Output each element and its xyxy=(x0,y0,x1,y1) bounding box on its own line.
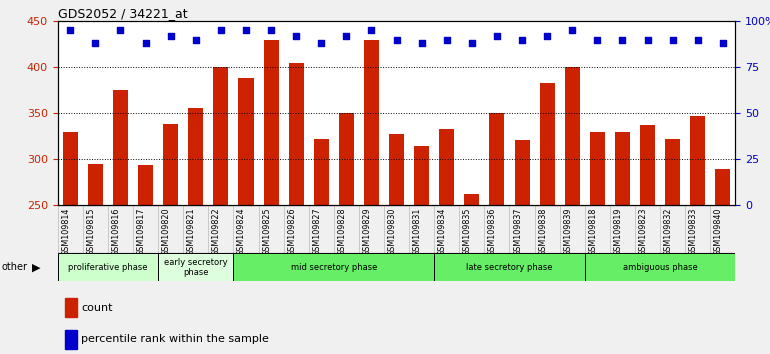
Text: GSM109834: GSM109834 xyxy=(437,208,447,256)
Point xyxy=(365,28,377,33)
Point xyxy=(114,28,126,33)
Bar xyxy=(665,139,680,205)
Point xyxy=(591,37,604,42)
Bar xyxy=(138,165,153,205)
Point xyxy=(516,37,528,42)
Text: GSM109839: GSM109839 xyxy=(563,208,572,256)
Point xyxy=(641,37,654,42)
Bar xyxy=(540,83,554,205)
Text: GSM109833: GSM109833 xyxy=(688,208,698,256)
Text: GSM109825: GSM109825 xyxy=(262,208,271,256)
Bar xyxy=(434,253,584,281)
Text: GSM109817: GSM109817 xyxy=(136,208,146,256)
Text: proliferative phase: proliferative phase xyxy=(69,263,148,272)
Text: GSM109816: GSM109816 xyxy=(112,208,120,256)
Text: GSM109836: GSM109836 xyxy=(488,208,497,256)
Bar xyxy=(65,298,77,317)
Point xyxy=(490,33,503,39)
Text: percentile rank within the sample: percentile rank within the sample xyxy=(82,334,270,344)
Point xyxy=(440,37,453,42)
Bar xyxy=(65,330,77,349)
Text: mid secretory phase: mid secretory phase xyxy=(290,263,377,272)
Text: GSM109821: GSM109821 xyxy=(187,208,196,256)
Point xyxy=(64,28,76,33)
Bar xyxy=(239,78,253,205)
Text: GSM109840: GSM109840 xyxy=(714,208,723,256)
Bar xyxy=(63,132,78,205)
Bar xyxy=(590,132,605,205)
Text: ambiguous phase: ambiguous phase xyxy=(623,263,698,272)
Point xyxy=(566,28,578,33)
Bar xyxy=(690,116,705,205)
Text: GSM109815: GSM109815 xyxy=(86,208,95,256)
Bar xyxy=(715,169,730,205)
Text: GSM109830: GSM109830 xyxy=(387,208,397,256)
Bar xyxy=(313,139,329,205)
Bar xyxy=(158,253,233,281)
Text: GSM109826: GSM109826 xyxy=(287,208,296,256)
Bar xyxy=(514,140,530,205)
Text: late secretory phase: late secretory phase xyxy=(466,263,553,272)
Bar xyxy=(564,67,580,205)
Point xyxy=(541,33,554,39)
Text: GSM109823: GSM109823 xyxy=(638,208,648,256)
Point xyxy=(390,37,403,42)
Text: GSM109829: GSM109829 xyxy=(363,208,371,256)
Text: other: other xyxy=(2,262,28,272)
Point xyxy=(89,40,102,46)
Text: GSM109814: GSM109814 xyxy=(62,208,70,256)
Point xyxy=(215,28,227,33)
Text: GSM109824: GSM109824 xyxy=(237,208,246,256)
Point xyxy=(616,37,628,42)
Point xyxy=(165,33,177,39)
Bar xyxy=(58,253,158,281)
Bar xyxy=(389,133,404,205)
Text: GSM109819: GSM109819 xyxy=(614,208,622,256)
Point xyxy=(667,37,679,42)
Text: GDS2052 / 34221_at: GDS2052 / 34221_at xyxy=(58,7,187,20)
Text: GSM109818: GSM109818 xyxy=(588,208,598,256)
Bar xyxy=(113,90,128,205)
Bar xyxy=(163,124,178,205)
Bar xyxy=(490,113,504,205)
Text: count: count xyxy=(82,303,113,313)
Text: GSM109822: GSM109822 xyxy=(212,208,221,256)
Text: ▶: ▶ xyxy=(32,262,41,272)
Bar xyxy=(464,194,480,205)
Point xyxy=(265,28,277,33)
Bar xyxy=(640,125,655,205)
Bar xyxy=(339,113,354,205)
Bar xyxy=(414,147,429,205)
Bar xyxy=(289,63,303,205)
Text: GSM109831: GSM109831 xyxy=(413,208,422,256)
Text: GSM109837: GSM109837 xyxy=(513,208,522,256)
Bar xyxy=(188,108,203,205)
Point xyxy=(466,40,478,46)
Bar xyxy=(263,40,279,205)
Point xyxy=(315,40,327,46)
Point xyxy=(239,28,252,33)
Point xyxy=(189,37,202,42)
Text: GSM109827: GSM109827 xyxy=(313,208,321,256)
Bar xyxy=(364,40,379,205)
Bar xyxy=(233,253,434,281)
Text: GSM109832: GSM109832 xyxy=(664,208,673,256)
Bar xyxy=(213,67,229,205)
Text: early secretory
phase: early secretory phase xyxy=(164,258,228,277)
Bar xyxy=(439,129,454,205)
Bar xyxy=(584,253,735,281)
Point xyxy=(290,33,303,39)
Point xyxy=(691,37,704,42)
Point xyxy=(416,40,428,46)
Point xyxy=(717,40,729,46)
Text: GSM109838: GSM109838 xyxy=(538,208,547,256)
Point xyxy=(340,33,353,39)
Bar xyxy=(615,132,630,205)
Text: GSM109820: GSM109820 xyxy=(162,208,171,256)
Point xyxy=(139,40,152,46)
Bar xyxy=(88,164,103,205)
Text: GSM109828: GSM109828 xyxy=(337,208,346,256)
Text: GSM109835: GSM109835 xyxy=(463,208,472,256)
